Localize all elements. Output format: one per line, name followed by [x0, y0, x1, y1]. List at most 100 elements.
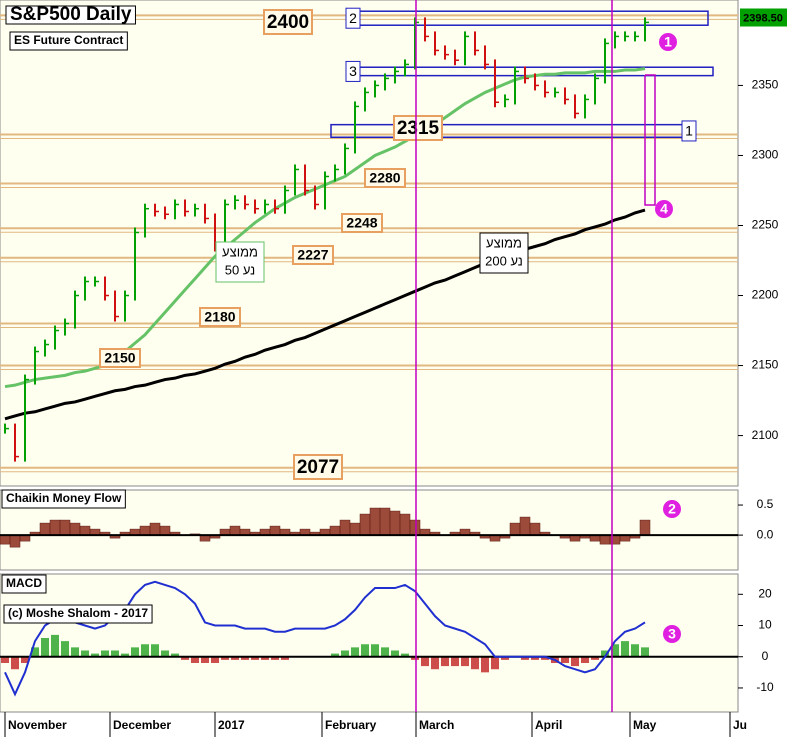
- level-tag: [99, 348, 141, 368]
- macd-hist-bar: [101, 650, 109, 657]
- x-tick-label: November: [8, 718, 67, 732]
- level-tag: [364, 168, 406, 188]
- zone-label: 2: [349, 10, 357, 26]
- level-label: 2280: [369, 170, 400, 186]
- cmf-bar: [529, 522, 541, 536]
- title-box: [1, 489, 126, 509]
- macd-hist-bar: [241, 656, 249, 660]
- level-label: 2227: [297, 247, 328, 263]
- cmf-bar: [639, 519, 651, 536]
- level-tag: [393, 115, 443, 141]
- level-label: 2180: [204, 309, 235, 325]
- title-box: [1, 574, 47, 594]
- macd-hist-bar: [161, 650, 169, 657]
- macd-hist-bar: [211, 656, 219, 663]
- last-price-tag: [740, 8, 787, 27]
- macd-hist-bar: [41, 638, 49, 657]
- ma-label: ממוצע: [486, 235, 522, 250]
- price-panel: [0, 0, 739, 487]
- cmf-bar: [329, 525, 341, 536]
- macd-hist-bar: [201, 656, 209, 663]
- ma200-line: [4, 208, 646, 421]
- cmf-bar: [339, 519, 351, 536]
- macd-hist-bar: [221, 656, 229, 660]
- marker: [663, 625, 681, 643]
- bracket: [644, 74, 656, 206]
- macd-hist-bar: [461, 656, 469, 667]
- marker-label: 2: [668, 501, 676, 517]
- macd-hist-bar: [131, 647, 139, 657]
- cmf-bar: [49, 519, 61, 536]
- marker: [663, 500, 681, 518]
- marker-label: 1: [664, 34, 672, 50]
- level-tag: [263, 9, 313, 35]
- macd-hist-bar: [591, 656, 599, 660]
- macd-hist-bar: [601, 650, 609, 657]
- x-tick-label: February: [325, 718, 377, 732]
- cmf-bar: [599, 534, 611, 545]
- macd-hist-bar: [411, 656, 419, 660]
- level-label: 2400: [267, 12, 309, 33]
- ma-label: נע 50: [225, 262, 255, 277]
- cmf-bar: [139, 525, 151, 536]
- macd-hist-bar: [421, 656, 429, 667]
- y-tick-label: 2100: [752, 428, 779, 442]
- y-tick-label: 10: [758, 618, 772, 632]
- macd-hist-bar: [251, 656, 259, 660]
- title-box: [9, 31, 128, 51]
- y-tick-label: 0: [762, 649, 769, 663]
- macd-hist-bar: [331, 653, 339, 657]
- level-tag: [341, 213, 383, 233]
- macd-hist-bar: [501, 656, 509, 660]
- macd-hist-bar: [481, 656, 489, 673]
- ma-label: ממוצע: [222, 244, 258, 259]
- marker: [659, 33, 677, 51]
- macd-hist-bar: [571, 656, 579, 667]
- x-tick-label: Ju: [733, 718, 747, 732]
- cmf-bar: [79, 525, 91, 536]
- cmf-bar: [509, 522, 521, 536]
- macd-hist-bar: [11, 656, 19, 670]
- zone-tag: [345, 60, 361, 82]
- macd-hist-bar: [391, 650, 399, 657]
- title-box: [5, 5, 136, 25]
- x-tick-label: April: [535, 718, 562, 732]
- cmf-bar: [349, 522, 361, 536]
- y-tick-label: 2250: [752, 218, 779, 232]
- macd-hist-bar: [531, 656, 539, 660]
- macd-hist-bar: [1, 656, 9, 663]
- macd-hist-bar: [631, 644, 639, 657]
- macd-hist-bar: [81, 650, 89, 657]
- level-label: 2150: [104, 350, 135, 366]
- event-lines: [415, 0, 656, 712]
- cmf-bar: [69, 522, 81, 536]
- macd-hist-bar: [441, 656, 449, 667]
- marker-label: 3: [668, 626, 676, 642]
- macd-hist-bar: [151, 644, 159, 657]
- macd-hist-bar: [21, 656, 29, 663]
- cmf-bar: [369, 507, 381, 536]
- last-price-label: 2398.50: [743, 12, 783, 24]
- macd-hist-bar: [51, 634, 59, 657]
- macd-hist-bar: [261, 656, 269, 660]
- macd-hist-bar: [401, 653, 409, 657]
- y-tick-label: 2200: [752, 288, 779, 302]
- macd-hist-bar: [71, 647, 79, 657]
- panel-title: ES Future Contract: [14, 33, 123, 47]
- macd-hist-bar: [451, 656, 459, 667]
- cmf-bar: [0, 534, 11, 545]
- macd-hist-bar: [61, 641, 69, 657]
- ma-tag: [215, 241, 265, 283]
- cmf-bar: [519, 516, 531, 536]
- macd-hist-bar: [121, 653, 129, 657]
- macd-hist-bar: [471, 656, 479, 670]
- macd-hist-bar: [281, 656, 289, 660]
- macd-hist-bar: [381, 647, 389, 657]
- y-tick-label: -10: [756, 680, 774, 694]
- macd-hist-bar: [91, 653, 99, 657]
- cmf-bar: [389, 510, 401, 536]
- cmf-bar: [359, 513, 371, 536]
- macd-hist-bar: [621, 641, 629, 657]
- level-tag: [292, 245, 334, 265]
